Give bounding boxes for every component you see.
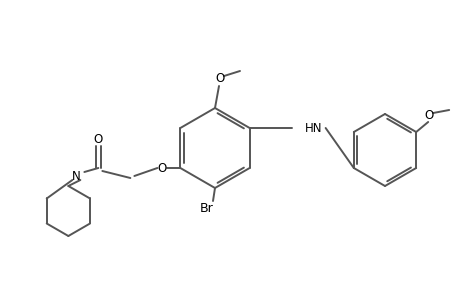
Text: O: O <box>215 71 224 85</box>
Text: O: O <box>424 109 433 122</box>
Text: N: N <box>72 169 81 182</box>
Text: Br: Br <box>200 202 213 214</box>
Text: O: O <box>94 133 103 146</box>
Text: O: O <box>157 161 167 175</box>
Text: HN: HN <box>304 122 322 134</box>
